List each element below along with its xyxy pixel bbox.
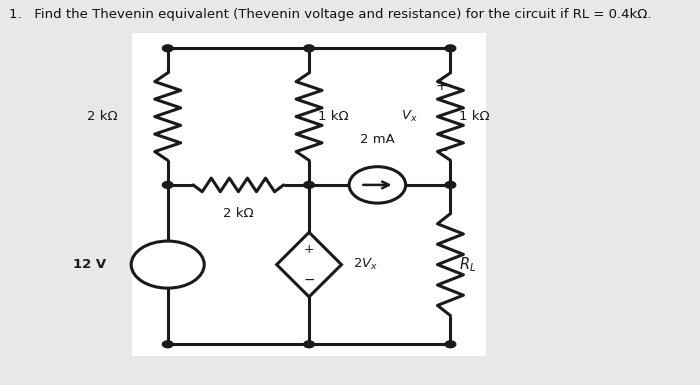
Circle shape [162, 341, 173, 348]
Text: $R_L$: $R_L$ [459, 255, 477, 274]
Text: −: − [435, 143, 448, 158]
Circle shape [304, 45, 314, 52]
Text: 12 V: 12 V [74, 258, 106, 271]
Text: 2 kΩ: 2 kΩ [87, 110, 118, 123]
Text: 1.   Find the Thevenin equivalent (Thevenin voltage and resistance) for the circ: 1. Find the Thevenin equivalent (Theveni… [8, 8, 651, 22]
Circle shape [349, 167, 406, 203]
Text: 2 mA: 2 mA [360, 133, 395, 146]
Text: +: + [436, 79, 447, 93]
Text: +: + [304, 243, 314, 256]
Text: −: − [303, 273, 315, 287]
Text: 1 kΩ: 1 kΩ [318, 110, 349, 123]
Text: 1 kΩ: 1 kΩ [459, 110, 490, 123]
Circle shape [445, 181, 456, 188]
Circle shape [162, 181, 173, 188]
Circle shape [445, 341, 456, 348]
Text: 2 kΩ: 2 kΩ [223, 207, 253, 220]
Text: −: − [162, 248, 174, 262]
Circle shape [131, 241, 204, 288]
Bar [132, 33, 486, 356]
Polygon shape [276, 232, 342, 297]
Text: +: + [162, 266, 174, 281]
Circle shape [445, 45, 456, 52]
Text: $2V_x$: $2V_x$ [354, 257, 378, 272]
Circle shape [162, 45, 173, 52]
Circle shape [304, 341, 314, 348]
Text: $V_x$: $V_x$ [401, 109, 418, 124]
Circle shape [304, 181, 314, 188]
